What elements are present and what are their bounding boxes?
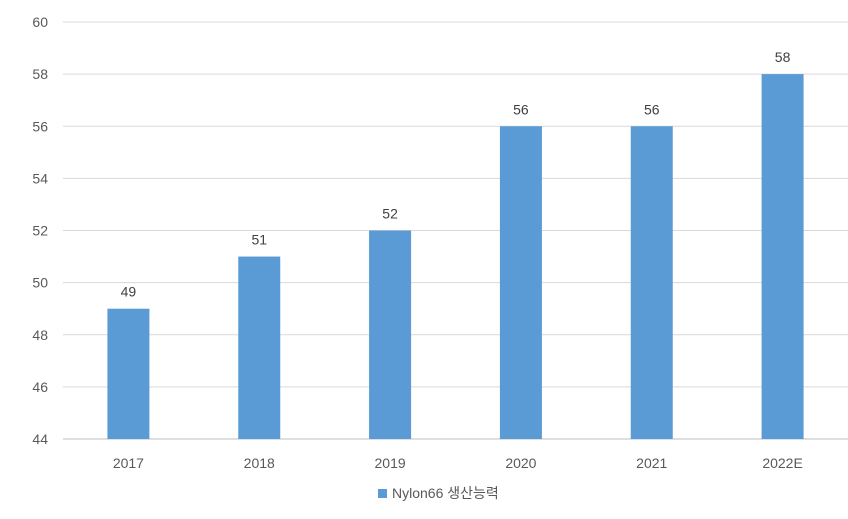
bar-2017 xyxy=(107,308,150,439)
x-tick-label: 2020 xyxy=(505,455,536,471)
legend: Nylon66 생산능력 xyxy=(378,485,499,501)
bar-2018 xyxy=(238,256,281,439)
gridlines xyxy=(63,21,848,440)
bar-2022E xyxy=(761,74,804,439)
y-tick-label: 44 xyxy=(32,431,48,447)
y-tick-label: 60 xyxy=(32,14,48,30)
data-label: 51 xyxy=(251,232,267,248)
y-tick-label: 54 xyxy=(32,170,48,186)
legend-label: Nylon66 생산능력 xyxy=(392,485,499,501)
data-labels: 49 51 52 56 56 58 xyxy=(121,49,791,300)
bar-2021 xyxy=(630,126,673,439)
bar-2020 xyxy=(499,126,542,439)
x-tick-label: 2022E xyxy=(762,455,802,471)
x-tick-label: 2018 xyxy=(244,455,275,471)
y-axis-tick-labels: 44 46 48 50 52 54 56 58 60 xyxy=(32,14,48,447)
data-label: 52 xyxy=(382,206,398,222)
bar-2019 xyxy=(369,230,412,439)
bars xyxy=(107,74,804,439)
data-label: 56 xyxy=(513,101,529,117)
y-tick-label: 52 xyxy=(32,223,48,239)
y-tick-label: 56 xyxy=(32,118,48,134)
x-tick-label: 2017 xyxy=(113,455,144,471)
x-axis-tick-labels: 2017 2018 2019 2020 2021 2022E xyxy=(113,455,803,471)
y-tick-label: 58 xyxy=(32,66,48,82)
data-label: 56 xyxy=(644,101,660,117)
y-tick-label: 48 xyxy=(32,327,48,343)
data-label: 49 xyxy=(121,284,137,300)
legend-swatch xyxy=(378,489,387,498)
x-tick-label: 2021 xyxy=(636,455,667,471)
x-tick-label: 2019 xyxy=(375,455,406,471)
y-tick-label: 50 xyxy=(32,275,48,291)
y-tick-label: 46 xyxy=(32,379,48,395)
data-label: 58 xyxy=(775,49,791,65)
